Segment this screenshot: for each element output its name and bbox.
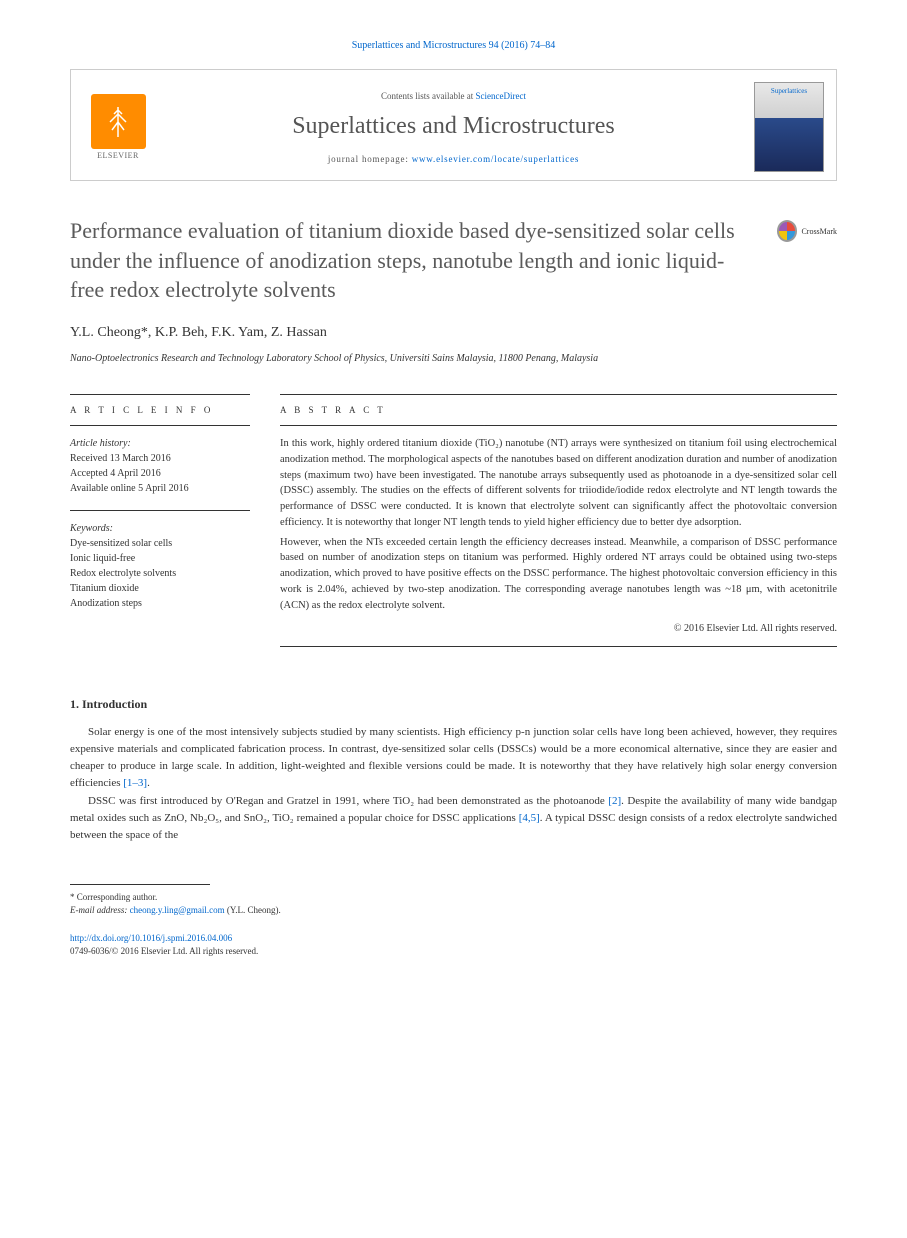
cover-title: Superlattices [755,83,823,95]
keywords-block: Keywords: Dye-sensitized solar cells Ion… [70,521,250,611]
keyword: Redox electrolyte solvents [70,566,250,581]
email-link[interactable]: cheong.y.ling@gmail.com [130,905,225,915]
article-info-column: A R T I C L E I N F O Article history: R… [70,384,250,657]
authors-line: Y.L. Cheong*, K.P. Beh, F.K. Yam, Z. Has… [70,325,837,341]
journal-header-box: ELSEVIER Contents lists available at Sci… [70,69,837,181]
keywords-label: Keywords: [70,521,250,536]
abstract-copyright: © 2016 Elsevier Ltd. All rights reserved… [280,621,837,636]
abstract-p1: In this work, highly ordered titanium di… [280,436,837,531]
abstract-text: In this work, highly ordered titanium di… [280,436,837,636]
article-info-label: A R T I C L E I N F O [70,405,250,415]
email-label: E-mail address: [70,905,130,915]
history-label: Article history: [70,436,250,451]
introduction-section: 1. Introduction Solar energy is one of t… [70,697,837,843]
doi-block: http://dx.doi.org/10.1016/j.spmi.2016.04… [70,932,837,959]
online-date: Available online 5 April 2016 [70,481,250,496]
journal-name: Superlattices and Microstructures [163,113,744,140]
keyword: Titanium dioxide [70,581,250,596]
affiliation-line: Nano-Optoelectronics Research and Techno… [70,353,837,364]
keyword: Anodization steps [70,596,250,611]
keyword: Ionic liquid-free [70,551,250,566]
intro-p1-text: Solar energy is one of the most intensiv… [70,726,837,789]
ref-link-1-3[interactable]: [1–3] [123,777,147,789]
received-date: Received 13 March 2016 [70,451,250,466]
abstract-label: A B S T R A C T [280,405,837,415]
intro-p1-post: . [147,777,150,789]
ref-link-2[interactable]: [2] [608,795,621,807]
intro-paragraph-1: Solar energy is one of the most intensiv… [70,724,837,792]
article-title: Performance evaluation of titanium dioxi… [70,216,777,305]
homepage-link[interactable]: www.elsevier.com/locate/superlattices [412,154,579,164]
journal-cover-thumbnail[interactable]: Superlattices [754,82,824,172]
contents-list-line: Contents lists available at ScienceDirec… [163,91,744,101]
crossmark-label: CrossMark [801,227,837,236]
doi-link[interactable]: http://dx.doi.org/10.1016/j.spmi.2016.04… [70,933,232,943]
abstract-column: A B S T R A C T In this work, highly ord… [280,384,837,657]
crossmark-icon [777,220,797,242]
contents-prefix: Contents lists available at [381,91,475,101]
sciencedirect-link[interactable]: ScienceDirect [476,91,526,101]
ref-link-4-5[interactable]: [4,5] [519,812,540,824]
keyword: Dye-sensitized solar cells [70,536,250,551]
citation-line: Superlattices and Microstructures 94 (20… [70,40,837,51]
homepage-prefix: journal homepage: [328,154,412,164]
issn-copyright: 0749-6036/© 2016 Elsevier Ltd. All right… [70,945,837,959]
corresponding-author-block: * Corresponding author. E-mail address: … [70,891,837,918]
corresponding-label: * Corresponding author. [70,891,837,905]
intro-paragraph-2: DSSC was first introduced by O'Regan and… [70,793,837,844]
accepted-date: Accepted 4 April 2016 [70,466,250,481]
intro-p2a: DSSC was first introduced by O'Regan and… [88,795,608,807]
homepage-line: journal homepage: www.elsevier.com/locat… [163,154,744,164]
footer-separator [70,884,210,885]
elsevier-label: ELSEVIER [97,151,139,160]
elsevier-tree-icon [91,94,146,149]
elsevier-logo[interactable]: ELSEVIER [83,87,153,167]
crossmark-badge[interactable]: CrossMark [777,216,837,246]
abstract-p2: However, when the NTs exceeded certain l… [280,535,837,614]
introduction-heading: 1. Introduction [70,697,837,712]
email-author: (Y.L. Cheong). [225,905,281,915]
article-history-block: Article history: Received 13 March 2016 … [70,436,250,496]
